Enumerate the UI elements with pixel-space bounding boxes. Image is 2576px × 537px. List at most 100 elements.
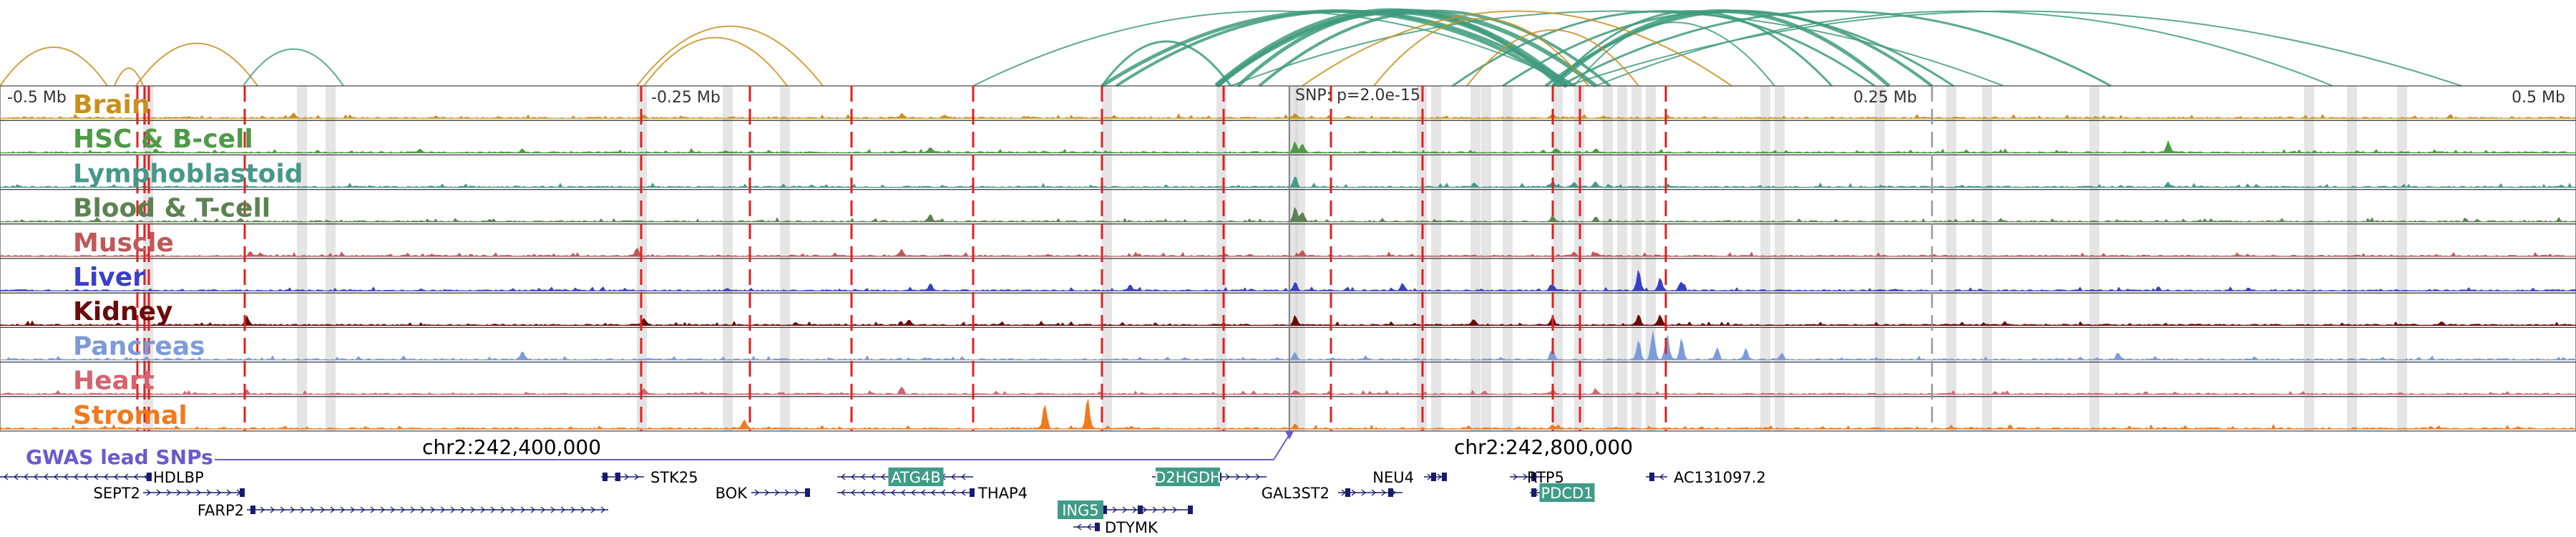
- strand-arrow: [860, 489, 866, 496]
- strand-arrow: [450, 506, 456, 513]
- gene-highlight: [1539, 483, 1595, 502]
- loop-arc-6: [972, 10, 1575, 87]
- gene-track: HDLBP SEPT2 FARP2 STK25 BOK ATG4B THAP4 ING5 DTY…: [0, 468, 1766, 536]
- loop-arc-22: [1559, 10, 2112, 87]
- strand-arrow: [930, 489, 936, 496]
- variant-lines: [136, 86, 1933, 431]
- strand-arrow: [1371, 489, 1377, 496]
- strand-arrow: [226, 489, 232, 496]
- strand-arrow: [950, 473, 956, 480]
- gene-label: FARP2: [197, 502, 244, 519]
- exon: [1442, 473, 1447, 481]
- strand-arrow: [93, 473, 99, 480]
- strand-arrow: [270, 506, 275, 513]
- strand-arrow: [1255, 473, 1261, 480]
- strand-arrow: [1172, 506, 1178, 513]
- track-label-9: Stromal: [73, 401, 187, 430]
- exon: [240, 488, 245, 497]
- track-label-3: Blood & T-cell: [73, 194, 270, 223]
- strand-arrow: [774, 489, 780, 496]
- loop-arc-1: [114, 67, 144, 87]
- strand-arrow: [840, 489, 846, 496]
- strand-arrow: [1523, 473, 1528, 480]
- strand-arrow: [624, 473, 630, 480]
- strand-arrow: [460, 506, 466, 513]
- gene-label: STK25: [650, 469, 698, 486]
- strand-arrow: [950, 489, 956, 496]
- strand-arrow: [33, 473, 39, 480]
- loop-arc-24: [1302, 10, 1732, 87]
- strand-arrow: [870, 473, 876, 480]
- gene-dtymk: DTYMK: [1073, 519, 1158, 536]
- signal-area: [0, 112, 2576, 119]
- exon: [1649, 473, 1654, 481]
- strand-arrow: [520, 506, 526, 513]
- strand-arrow: [860, 473, 866, 480]
- strand-arrow: [1437, 473, 1443, 480]
- signal-area: [0, 247, 2576, 256]
- range-label-0.5mb: 0.5 Mb: [2512, 89, 2565, 107]
- strand-arrow: [113, 473, 119, 480]
- exon: [615, 473, 620, 481]
- strand-arrow: [1112, 506, 1118, 513]
- strand-arrow: [176, 489, 182, 496]
- strand-arrow: [480, 506, 486, 513]
- strand-arrow: [784, 489, 790, 496]
- strand-arrow: [300, 506, 306, 513]
- strand-arrow: [600, 506, 606, 513]
- strand-arrow: [123, 473, 129, 480]
- gene-label: BOK: [716, 485, 748, 502]
- strand-arrow: [360, 506, 366, 513]
- strand-arrow: [960, 489, 966, 496]
- strand-arrow: [156, 489, 162, 496]
- strand-arrow: [470, 506, 476, 513]
- loop-arc-23: [1373, 18, 1589, 87]
- strand-arrow: [53, 473, 59, 480]
- signal-area: [0, 176, 2576, 188]
- loop-arc-15: [1452, 10, 1875, 87]
- strand-arrow: [410, 506, 416, 513]
- track-label-2: Lymphoblastoid: [73, 159, 303, 188]
- strand-arrow: [764, 489, 770, 496]
- strand-arrow: [146, 489, 152, 496]
- snp-pvalue-label: SNP: p=2.0e-15: [1295, 87, 1420, 105]
- gene-label: PDCD1: [1541, 485, 1593, 502]
- exon: [1388, 488, 1393, 497]
- gene-sept2: SEPT2: [94, 485, 245, 502]
- signal-tracks: [0, 85, 2576, 432]
- strand-arrow: [23, 473, 29, 480]
- strand-arrow: [1381, 489, 1387, 496]
- strand-arrow: [3, 473, 9, 480]
- strand-arrow: [290, 506, 296, 513]
- strand-arrow: [940, 489, 946, 496]
- strand-arrow: [400, 506, 406, 513]
- gene-ing5: ING5: [1058, 500, 1193, 519]
- strand-arrow: [350, 506, 356, 513]
- exon: [805, 488, 810, 497]
- gene-label: THAP4: [977, 485, 1028, 502]
- strand-arrow: [320, 506, 326, 513]
- gene-label: HDLBP: [153, 469, 204, 486]
- gene-stk25: STK25: [601, 469, 698, 486]
- strand-arrow: [1361, 489, 1367, 496]
- strand-arrow: [550, 506, 556, 513]
- strand-arrow: [754, 489, 760, 496]
- strand-arrow: [260, 506, 265, 513]
- strand-arrow: [590, 506, 596, 513]
- gene-ac131097-2: AC131097.2: [1646, 469, 1766, 486]
- gene-atg4b: ATG4B: [837, 468, 973, 486]
- gene-label: D2HGDH: [1154, 469, 1221, 486]
- loop-arc-26: [1574, 21, 1775, 87]
- strand-arrow: [103, 473, 109, 480]
- strand-arrow: [1132, 506, 1138, 513]
- exon: [1102, 505, 1107, 514]
- loop-arc-14: [1230, 10, 2004, 87]
- exon: [970, 488, 975, 497]
- coordinate-label-left: chr2:242,400,000: [422, 435, 601, 459]
- gene-label: ATG4B: [891, 469, 941, 486]
- exon: [1431, 473, 1436, 481]
- loop-arc-3: [243, 48, 344, 87]
- strand-arrow: [186, 489, 192, 496]
- gene-gal3st2: GAL3ST2: [1262, 485, 1402, 502]
